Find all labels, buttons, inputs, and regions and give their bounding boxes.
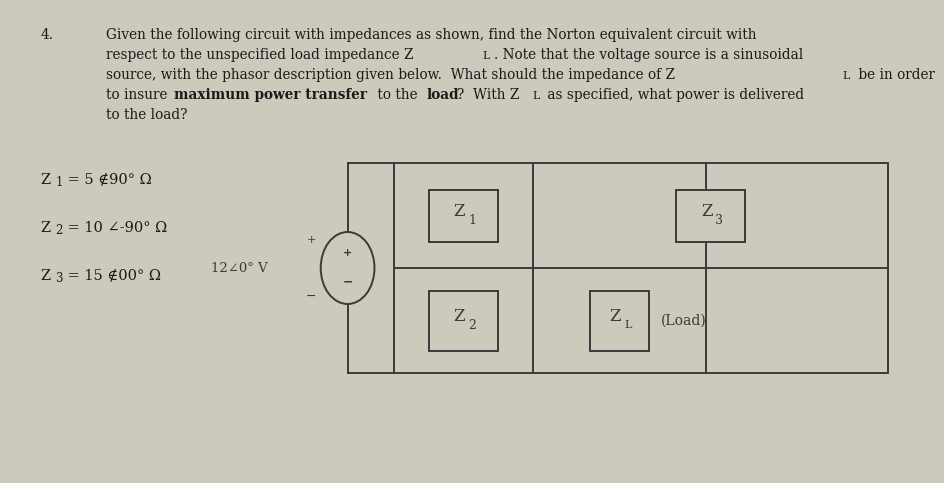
Bar (394, 163, 887, 373)
Text: maximum power transfer: maximum power transfer (174, 88, 366, 102)
Text: = 15 ∉00° Ω: = 15 ∉00° Ω (63, 269, 161, 283)
Text: (Load): (Load) (660, 313, 705, 327)
Text: 2: 2 (55, 224, 62, 237)
Text: +: + (343, 248, 352, 258)
Text: Z: Z (453, 203, 464, 220)
Text: Z: Z (41, 221, 50, 235)
Text: +: + (306, 235, 315, 245)
Text: L: L (624, 321, 631, 330)
Bar (589, 290, 649, 351)
Text: 1: 1 (467, 214, 476, 227)
Text: L: L (841, 71, 849, 81)
Text: source, with the phasor description given below.  What should the impedance of Z: source, with the phasor description give… (106, 68, 674, 82)
Text: = 5 ∉90° Ω: = 5 ∉90° Ω (63, 173, 152, 187)
Text: to the load?: to the load? (106, 108, 187, 122)
Text: to the: to the (372, 88, 421, 102)
Text: Z: Z (453, 308, 464, 325)
Text: −: − (306, 289, 316, 302)
Text: Z: Z (41, 173, 50, 187)
Text: Given the following circuit with impedances as shown, find the Norton equivalent: Given the following circuit with impedan… (106, 28, 755, 42)
Text: 4.: 4. (41, 28, 53, 42)
Text: 2: 2 (467, 319, 476, 332)
Text: ?  With Z: ? With Z (457, 88, 519, 102)
Bar (429, 290, 497, 351)
Bar (429, 189, 497, 242)
Text: respect to the unspecified load impedance Z: respect to the unspecified load impedanc… (106, 48, 413, 62)
Bar (675, 189, 744, 242)
Text: be in order: be in order (852, 68, 934, 82)
Text: L: L (531, 91, 539, 101)
Text: 3: 3 (55, 272, 62, 285)
Text: = 10 ∠-90° Ω: = 10 ∠-90° Ω (63, 221, 167, 235)
Text: Z: Z (700, 203, 712, 220)
Text: 12∠0° V: 12∠0° V (211, 261, 267, 274)
Text: 1: 1 (55, 176, 62, 189)
Text: Z: Z (609, 308, 620, 325)
Text: 3: 3 (715, 214, 722, 227)
Text: L: L (481, 51, 489, 61)
Text: −: − (342, 275, 352, 288)
Text: to insure: to insure (106, 88, 171, 102)
Text: . Note that the voltage source is a sinusoidal: . Note that the voltage source is a sinu… (493, 48, 802, 62)
Text: load: load (426, 88, 459, 102)
Text: as specified, what power is delivered: as specified, what power is delivered (543, 88, 803, 102)
Text: Z: Z (41, 269, 50, 283)
